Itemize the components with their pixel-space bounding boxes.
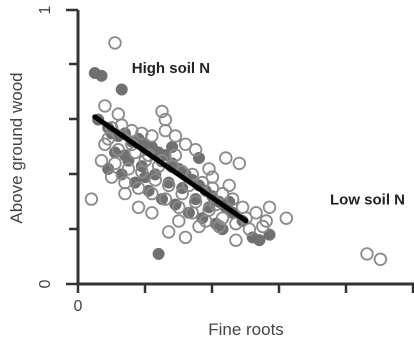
y-tick-label: 1 — [37, 5, 54, 14]
open-data-point — [229, 216, 243, 231]
open-data-point — [249, 206, 263, 220]
open-data-point — [145, 206, 159, 220]
open-data-point — [373, 252, 388, 266]
annotation-low-soil-n: Low soil N — [330, 192, 405, 209]
open-data-point — [205, 170, 220, 184]
filled-points — [88, 66, 276, 260]
open-data-point — [108, 156, 122, 171]
open-data-point — [178, 137, 193, 152]
open-data-point — [94, 153, 109, 168]
open-data-point — [360, 247, 374, 261]
open-data-point — [98, 99, 112, 113]
open-data-point — [104, 170, 119, 184]
open-data-point — [131, 200, 146, 215]
open-data-point — [178, 230, 193, 245]
filled-data-point — [216, 223, 229, 236]
x-axis-label: Fine roots — [208, 320, 284, 339]
open-data-point — [256, 219, 270, 234]
open-data-point — [262, 200, 277, 215]
axes — [66, 8, 414, 293]
open-data-point — [101, 132, 115, 146]
open-data-point — [138, 153, 152, 168]
open-data-point — [172, 214, 186, 228]
open-data-point — [235, 200, 250, 215]
open-data-point — [172, 200, 186, 215]
open-data-point — [229, 233, 243, 247]
open-data-point — [232, 156, 247, 171]
open-data-point — [212, 219, 226, 234]
open-data-point — [185, 206, 199, 220]
y-axis-minor-ticks — [69, 62, 78, 231]
open-data-point — [188, 142, 203, 157]
open-data-point — [155, 104, 169, 119]
x-axis-minor-ticks — [143, 284, 414, 293]
filled-data-point — [115, 83, 128, 96]
open-data-point — [215, 211, 230, 225]
tick-labels: 0 0 1 — [37, 5, 83, 315]
open-data-point — [158, 123, 173, 138]
y-tick-label: 0 — [37, 279, 54, 288]
open-data-point — [219, 151, 233, 165]
open-data-point — [168, 129, 183, 143]
y-axis-label: Above ground wood — [7, 72, 26, 223]
open-data-point — [158, 192, 173, 206]
filled-data-point — [253, 234, 266, 247]
open-data-point — [161, 178, 176, 193]
x-tick-label: 0 — [74, 298, 83, 315]
filled-data-point — [155, 193, 169, 206]
open-data-point — [202, 162, 216, 176]
open-points — [84, 36, 388, 266]
open-data-point — [148, 173, 163, 187]
open-data-point — [161, 225, 176, 239]
open-data-point — [175, 186, 189, 201]
open-data-point — [168, 148, 183, 162]
open-data-point — [145, 129, 159, 143]
open-data-point — [108, 36, 122, 50]
filled-data-point — [152, 247, 165, 260]
open-data-point — [118, 186, 132, 201]
open-data-point — [84, 192, 99, 206]
open-data-point — [222, 178, 236, 193]
open-data-point — [225, 192, 240, 206]
trend-line — [92, 114, 249, 224]
open-data-point — [145, 186, 159, 201]
open-data-point — [215, 186, 230, 201]
filled-data-point — [189, 193, 202, 206]
major-ticks — [66, 8, 80, 293]
open-data-point — [111, 107, 126, 121]
open-data-point — [279, 211, 294, 225]
open-data-point — [192, 219, 206, 234]
open-data-point — [242, 222, 257, 236]
filled-data-point — [95, 69, 108, 82]
open-data-point — [111, 142, 126, 157]
open-data-point — [114, 118, 129, 132]
filled-data-point — [202, 201, 216, 214]
open-data-point — [121, 162, 136, 176]
annotation-high-soil-n: High soil N — [132, 60, 210, 77]
open-data-point — [131, 181, 146, 195]
filled-data-point — [108, 146, 122, 159]
